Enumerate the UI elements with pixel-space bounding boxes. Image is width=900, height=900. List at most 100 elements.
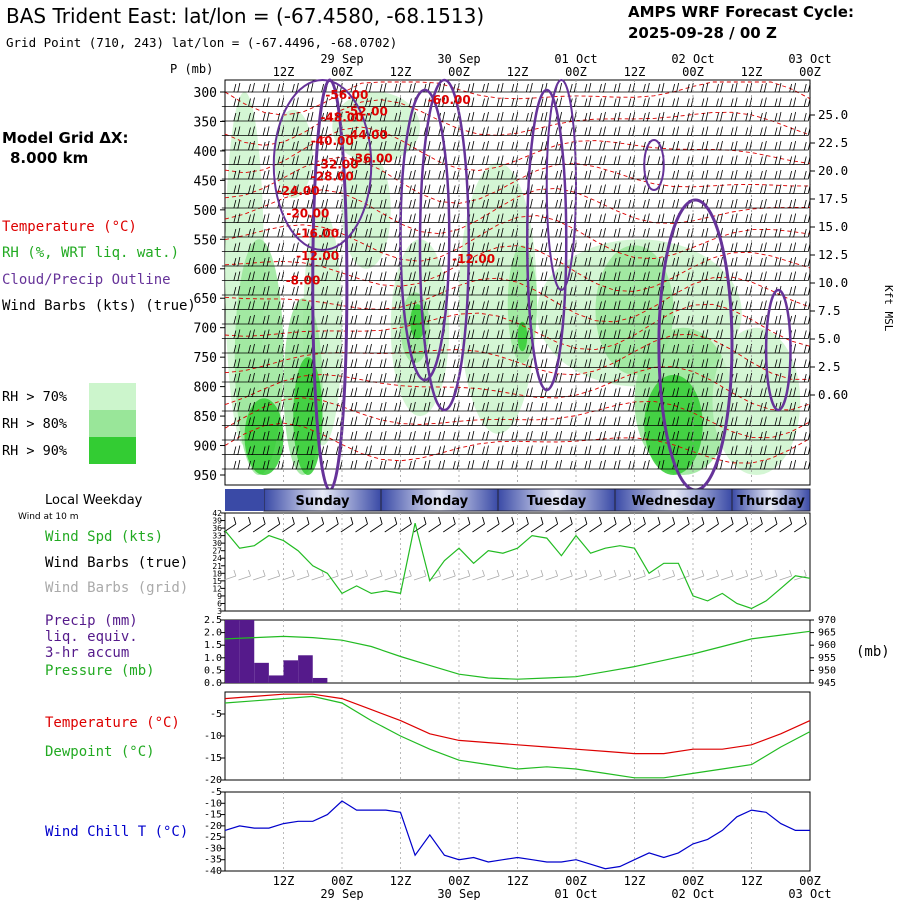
legend-rh70-label: RH > 70% bbox=[2, 389, 67, 405]
wind-barb bbox=[426, 169, 446, 180]
wind-barb bbox=[485, 401, 504, 412]
pressure-tick-label: 450 bbox=[194, 174, 217, 189]
wind-barb bbox=[280, 343, 299, 354]
wind-barb bbox=[777, 445, 797, 455]
top-hour-label: 12Z bbox=[507, 65, 529, 79]
wind-barb bbox=[470, 126, 489, 136]
wind-barb bbox=[748, 285, 767, 296]
wind-barb bbox=[602, 285, 621, 296]
wind-barb bbox=[777, 227, 797, 238]
wind-barb bbox=[792, 111, 811, 122]
y-tick-label: 0.0 bbox=[204, 678, 222, 689]
surface-wind-barb bbox=[311, 516, 325, 533]
wind-barb bbox=[587, 126, 606, 136]
wind-barb bbox=[397, 401, 416, 412]
wind-barb bbox=[572, 242, 592, 252]
wind-barb bbox=[777, 155, 797, 165]
wind-barb bbox=[543, 227, 563, 238]
wind-barb bbox=[602, 169, 621, 180]
wind-barb bbox=[426, 227, 446, 238]
wind-barb bbox=[748, 242, 767, 252]
wind-barb bbox=[485, 285, 504, 296]
wind-barb bbox=[587, 387, 606, 397]
wind-barb bbox=[236, 459, 255, 470]
wind-barb bbox=[251, 343, 270, 354]
wind-barb bbox=[412, 387, 431, 397]
wind-barb bbox=[763, 430, 782, 441]
wind-barb bbox=[543, 314, 563, 325]
grid-wind-barb bbox=[677, 569, 690, 581]
wind-barb bbox=[280, 213, 299, 223]
wind-barb bbox=[455, 445, 475, 455]
wind-barb bbox=[324, 401, 343, 412]
temperature-contour-label: -44.00 bbox=[345, 128, 388, 142]
wind-barb bbox=[602, 155, 621, 165]
wind-barb bbox=[236, 213, 255, 223]
wind-barb bbox=[280, 300, 299, 310]
wind-barb bbox=[689, 256, 709, 267]
wind-barb bbox=[353, 358, 372, 368]
wind-barb bbox=[689, 242, 709, 252]
wind-barb bbox=[543, 300, 563, 310]
wind-barb bbox=[251, 314, 270, 325]
wind-barb bbox=[631, 126, 650, 136]
surface-wind-barb bbox=[443, 516, 456, 533]
wind-barb bbox=[719, 184, 738, 194]
wind-barb bbox=[543, 387, 563, 397]
wind-barb bbox=[733, 227, 753, 238]
wind-barb bbox=[748, 300, 767, 310]
wind-barb bbox=[792, 459, 811, 470]
wind-barb bbox=[689, 126, 709, 136]
wind-barb bbox=[719, 387, 738, 397]
wind-barb bbox=[675, 285, 694, 296]
wind-barb bbox=[280, 169, 299, 180]
precip-bar bbox=[268, 675, 284, 683]
wind-barb bbox=[763, 372, 782, 383]
wind-barb bbox=[646, 111, 665, 122]
wind-barb bbox=[660, 111, 680, 122]
wind-barb bbox=[485, 256, 504, 267]
wind-barb bbox=[748, 416, 767, 426]
wind-barb bbox=[485, 343, 504, 354]
surface-wind-barb bbox=[369, 516, 383, 533]
grid-wind-barb bbox=[399, 569, 412, 581]
top-hour-label: 00Z bbox=[799, 65, 821, 79]
wind-barb bbox=[236, 401, 255, 412]
wind-barb bbox=[309, 198, 329, 209]
wind-barb bbox=[309, 358, 329, 368]
wind-barb bbox=[397, 387, 416, 397]
wind-barb bbox=[602, 126, 621, 136]
wind-barb bbox=[792, 285, 811, 296]
wind-barb bbox=[689, 387, 709, 397]
wind-barb bbox=[763, 227, 782, 238]
top-hour-label: 00Z bbox=[565, 65, 587, 79]
precip-bar bbox=[254, 662, 269, 683]
legend-rh70-swatch bbox=[89, 383, 136, 410]
wind-barb bbox=[368, 358, 387, 368]
wind-barb bbox=[368, 300, 387, 310]
wind-barb bbox=[689, 343, 709, 354]
wind-barb bbox=[397, 329, 416, 339]
wind-barb bbox=[602, 184, 621, 194]
wind-barb bbox=[236, 97, 255, 107]
wind-barb bbox=[251, 430, 270, 441]
wind-barb bbox=[675, 387, 694, 397]
wind-barb bbox=[572, 97, 592, 107]
wind-barb bbox=[251, 300, 270, 310]
wind-barb bbox=[236, 314, 255, 325]
cross-section-panel: -56.00 -48.00 -40.00 -32.00 -24.00 -20.00 -16.… bbox=[194, 78, 895, 492]
wind-barb bbox=[675, 416, 694, 426]
wind-barb bbox=[719, 242, 738, 252]
wind-barb bbox=[602, 459, 621, 470]
temperature-contour-label: -12.00 bbox=[452, 252, 495, 266]
wind-barb bbox=[295, 97, 314, 107]
wind-barb bbox=[236, 242, 255, 252]
wind-barb bbox=[704, 401, 723, 412]
wind-barb bbox=[485, 227, 504, 238]
wind-barb bbox=[616, 82, 636, 93]
surface-wind-barb bbox=[779, 516, 793, 533]
wind-barb bbox=[704, 314, 723, 325]
wind-barb bbox=[470, 256, 489, 267]
wind-barb bbox=[236, 372, 255, 383]
